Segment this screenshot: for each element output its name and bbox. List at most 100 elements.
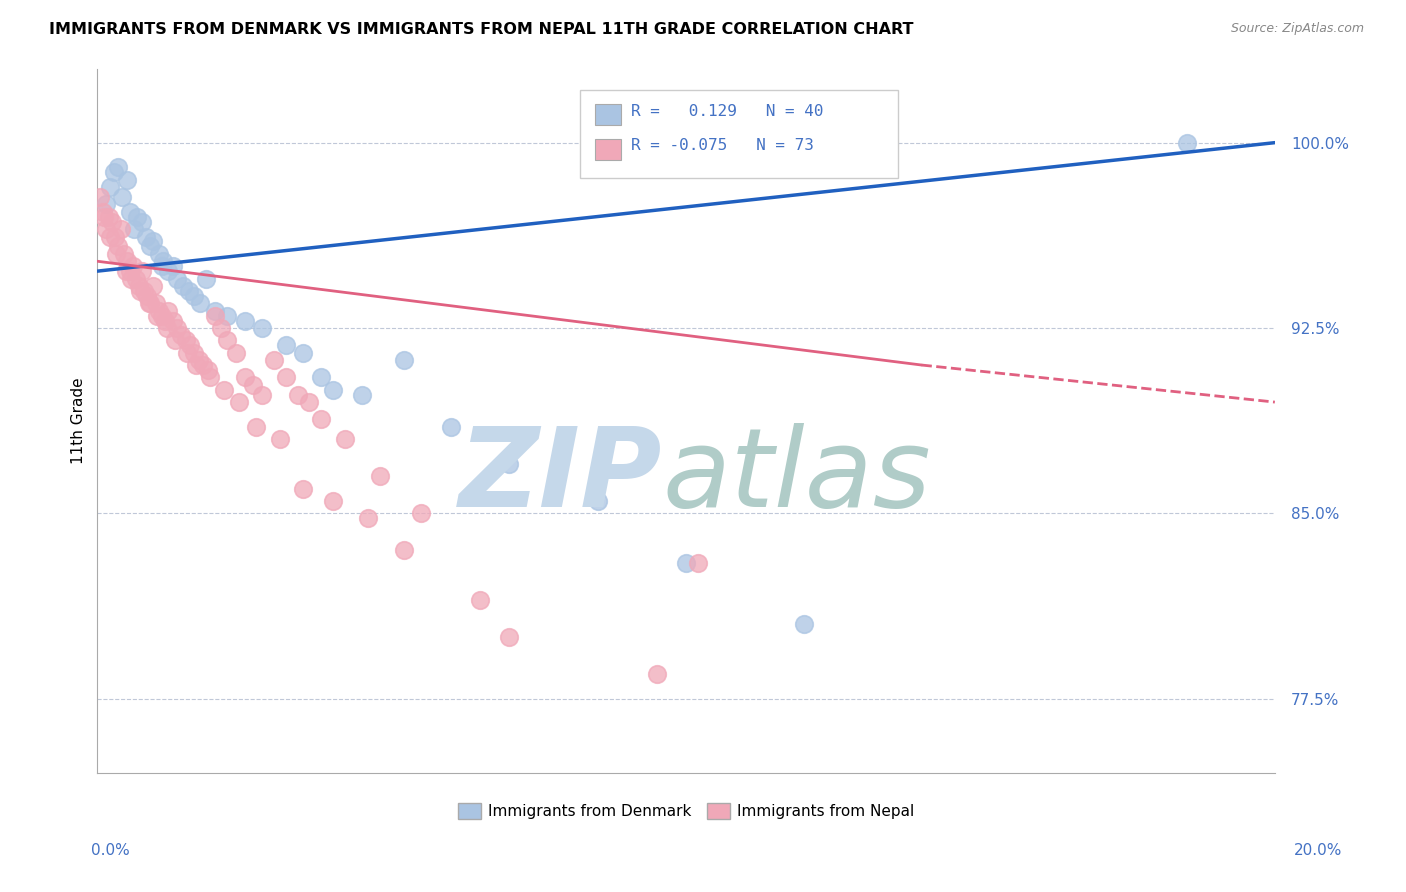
- Point: [686, 556, 709, 570]
- Point: [142, 235, 165, 249]
- Point: [111, 190, 134, 204]
- Point: [204, 303, 226, 318]
- Point: [233, 313, 256, 327]
- Point: [645, 666, 668, 681]
- FancyBboxPatch shape: [581, 90, 898, 178]
- Point: [114, 264, 136, 278]
- Point: [309, 370, 332, 384]
- Point: [228, 395, 250, 409]
- Point: [215, 334, 238, 348]
- Point: [135, 229, 157, 244]
- Point: [96, 222, 118, 236]
- Point: [115, 254, 138, 268]
- Legend: Immigrants from Denmark, Immigrants from Nepal: Immigrants from Denmark, Immigrants from…: [451, 797, 921, 825]
- Text: R = -0.075   N = 73: R = -0.075 N = 73: [631, 137, 814, 153]
- Point: [675, 556, 697, 570]
- Text: R =   0.129   N = 40: R = 0.129 N = 40: [631, 103, 824, 119]
- Text: atlas: atlas: [662, 424, 931, 531]
- Point: [156, 303, 179, 318]
- Point: [136, 289, 159, 303]
- Point: [392, 353, 415, 368]
- Point: [93, 210, 115, 224]
- Point: [174, 334, 197, 348]
- Point: [118, 264, 141, 278]
- Point: [139, 239, 162, 253]
- Point: [89, 190, 111, 204]
- Point: [263, 353, 285, 368]
- FancyBboxPatch shape: [595, 139, 621, 160]
- Point: [162, 313, 184, 327]
- Point: [98, 180, 121, 194]
- Point: [298, 395, 321, 409]
- Point: [115, 172, 138, 186]
- Point: [322, 494, 344, 508]
- Point: [200, 370, 222, 384]
- Point: [322, 383, 344, 397]
- Point: [166, 271, 188, 285]
- Point: [162, 259, 184, 273]
- Point: [91, 204, 114, 219]
- Point: [128, 284, 150, 298]
- Point: [166, 321, 188, 335]
- Point: [104, 229, 127, 244]
- Point: [309, 412, 332, 426]
- Point: [468, 592, 491, 607]
- Point: [156, 264, 179, 278]
- Point: [225, 345, 247, 359]
- Point: [153, 313, 176, 327]
- Point: [156, 321, 179, 335]
- Point: [245, 419, 267, 434]
- Point: [122, 222, 145, 236]
- Point: [368, 469, 391, 483]
- Point: [148, 247, 170, 261]
- Point: [586, 494, 609, 508]
- Point: [146, 309, 169, 323]
- Point: [187, 353, 209, 368]
- Point: [250, 321, 273, 335]
- Point: [333, 432, 356, 446]
- Point: [793, 617, 815, 632]
- Point: [439, 419, 461, 434]
- Text: ZIP: ZIP: [458, 424, 662, 531]
- Point: [124, 271, 146, 285]
- Point: [139, 296, 162, 310]
- Point: [121, 259, 143, 273]
- Point: [103, 165, 125, 179]
- Text: IMMIGRANTS FROM DENMARK VS IMMIGRANTS FROM NEPAL 11TH GRADE CORRELATION CHART: IMMIGRANTS FROM DENMARK VS IMMIGRANTS FR…: [49, 22, 914, 37]
- Point: [212, 383, 235, 397]
- Point: [233, 370, 256, 384]
- Point: [96, 197, 118, 211]
- Text: 0.0%: 0.0%: [91, 843, 131, 858]
- Point: [411, 506, 433, 520]
- Point: [197, 363, 219, 377]
- Point: [190, 296, 212, 310]
- Point: [498, 457, 520, 471]
- Point: [183, 345, 205, 359]
- Point: [195, 271, 218, 285]
- Point: [165, 334, 187, 348]
- Point: [204, 309, 226, 323]
- Point: [170, 328, 193, 343]
- Point: [172, 279, 194, 293]
- Y-axis label: 11th Grade: 11th Grade: [72, 377, 86, 464]
- Point: [101, 215, 124, 229]
- Point: [152, 254, 174, 268]
- Point: [292, 345, 315, 359]
- Point: [121, 271, 143, 285]
- Point: [105, 247, 128, 261]
- Point: [110, 222, 132, 236]
- Point: [186, 358, 208, 372]
- Point: [138, 296, 160, 310]
- Point: [209, 321, 232, 335]
- Point: [274, 338, 297, 352]
- Point: [1175, 136, 1198, 150]
- Point: [107, 239, 129, 253]
- Point: [128, 279, 150, 293]
- Point: [142, 279, 165, 293]
- Point: [352, 387, 374, 401]
- Point: [131, 215, 153, 229]
- Text: 20.0%: 20.0%: [1295, 843, 1343, 858]
- Point: [118, 204, 141, 219]
- Point: [112, 247, 135, 261]
- Point: [98, 229, 121, 244]
